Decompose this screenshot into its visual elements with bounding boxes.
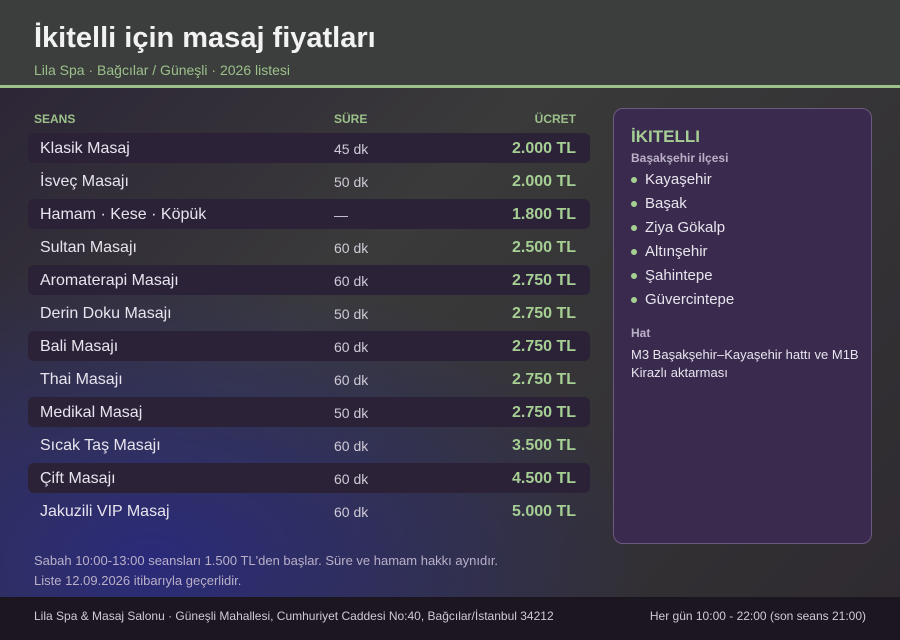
session-name: Thai Masajı [40,371,123,388]
session-name: Çift Masajı [40,470,116,487]
line-text: M3 Başakşehir–Kayaşehir hattı ve M1B Kir… [631,347,859,380]
note: Liste 12.09.2026 itibarıyla geçerlidir. [34,573,242,588]
subtitle: Lila Spa · Bağcılar / Güneşli · 2026 lis… [34,62,291,78]
header: İkitelli için masaj fiyatları Lila Spa ·… [0,0,900,88]
duration: 60 dk [334,240,369,256]
session-name: Sıcak Taş Masajı [40,437,161,454]
duration: — [334,207,348,223]
duration: 50 dk [334,306,369,322]
session-name: Aromaterapi Masajı [40,272,179,289]
duration: 60 dk [334,372,369,388]
column-header: SEANS [34,112,76,126]
price: 2.000 TL [511,140,576,157]
neighborhood: Şahintepe [631,267,713,284]
neighborhood: Kayaşehir [631,171,712,188]
table-row: İsveç Masajı 50 dk 2.000 TL [28,166,590,196]
panel-subtitle: Başakşehir ilçesi [631,151,729,165]
price: 2.500 TL [511,239,576,256]
duration: 50 dk [334,405,369,421]
price: 2.750 TL [511,338,576,355]
price: 2.750 TL [511,305,576,322]
session-name: Jakuzili VIP Masaj [40,503,170,520]
table-row: Aromaterapi Masajı 60 dk 2.750 TL [28,265,590,295]
column-header: ÜCRET [534,112,576,126]
panel-title: İKITELLI [631,127,700,146]
table-row: Bali Masajı 60 dk 2.750 TL [28,331,590,361]
table-row: Çift Masajı 60 dk 4.500 TL [28,463,590,493]
duration: 60 dk [334,471,369,487]
address: Lila Spa & Masaj Salonu · Güneşli Mahall… [34,609,554,623]
line-label: Hat [631,326,651,340]
session-name: Sultan Masajı [40,239,137,256]
session-name: İsveç Masajı [40,173,129,190]
session-name: Medikal Masaj [40,404,143,421]
price: 1.800 TL [511,206,576,223]
hours: Her gün 10:00 - 22:00 (son seans 21:00) [649,609,866,623]
price: 2.750 TL [511,404,576,421]
table-row: Klasik Masaj 45 dk 2.000 TL [28,133,590,163]
price: 2.000 TL [511,173,576,190]
title: İkitelli için masaj fiyatları [34,22,376,54]
price: 3.500 TL [511,437,576,454]
session-name: Bali Masajı [40,338,119,355]
price: 4.500 TL [511,470,576,487]
price: 2.750 TL [511,371,576,388]
neighborhood: Başak [631,195,687,212]
session-name: Derin Doku Masajı [40,305,172,322]
price: 5.000 TL [511,503,576,520]
footer: Lila Spa & Masaj Salonu · Güneşli Mahall… [0,597,900,640]
duration: 60 dk [334,273,369,289]
session-name: Hamam · Kese · Köpük [40,206,207,223]
duration: 60 dk [334,438,369,454]
duration: 50 dk [334,174,369,190]
neighborhood: Altınşehir [631,243,708,260]
note: Sabah 10:00-13:00 seansları 1.500 TL'den… [34,553,499,568]
neighborhood: Güvercintepe [631,291,734,308]
duration: 45 dk [334,141,369,157]
column-header: SÜRE [334,112,368,126]
duration: 60 dk [334,339,369,355]
table-row: Thai Masajı 60 dk 2.750 TL [28,364,590,394]
table-row: Sıcak Taş Masajı 60 dk 3.500 TL [28,430,590,460]
table-row: Jakuzili VIP Masaj 60 dk 5.000 TL [28,496,590,526]
neighborhood: Ziya Gökalp [631,219,725,236]
table-row: Hamam · Kese · Köpük — 1.800 TL [28,199,590,229]
duration: 60 dk [334,504,369,520]
table-row: Derin Doku Masajı 50 dk 2.750 TL [28,298,590,328]
table-row: Medikal Masaj 50 dk 2.750 TL [28,397,590,427]
district-panel: İKITELLI Başakşehir ilçesi Kayaşehir Başa… [613,108,872,544]
price: 2.750 TL [511,272,576,289]
table-row: Sultan Masajı 60 dk 2.500 TL [28,232,590,262]
session-name: Klasik Masaj [40,140,130,157]
